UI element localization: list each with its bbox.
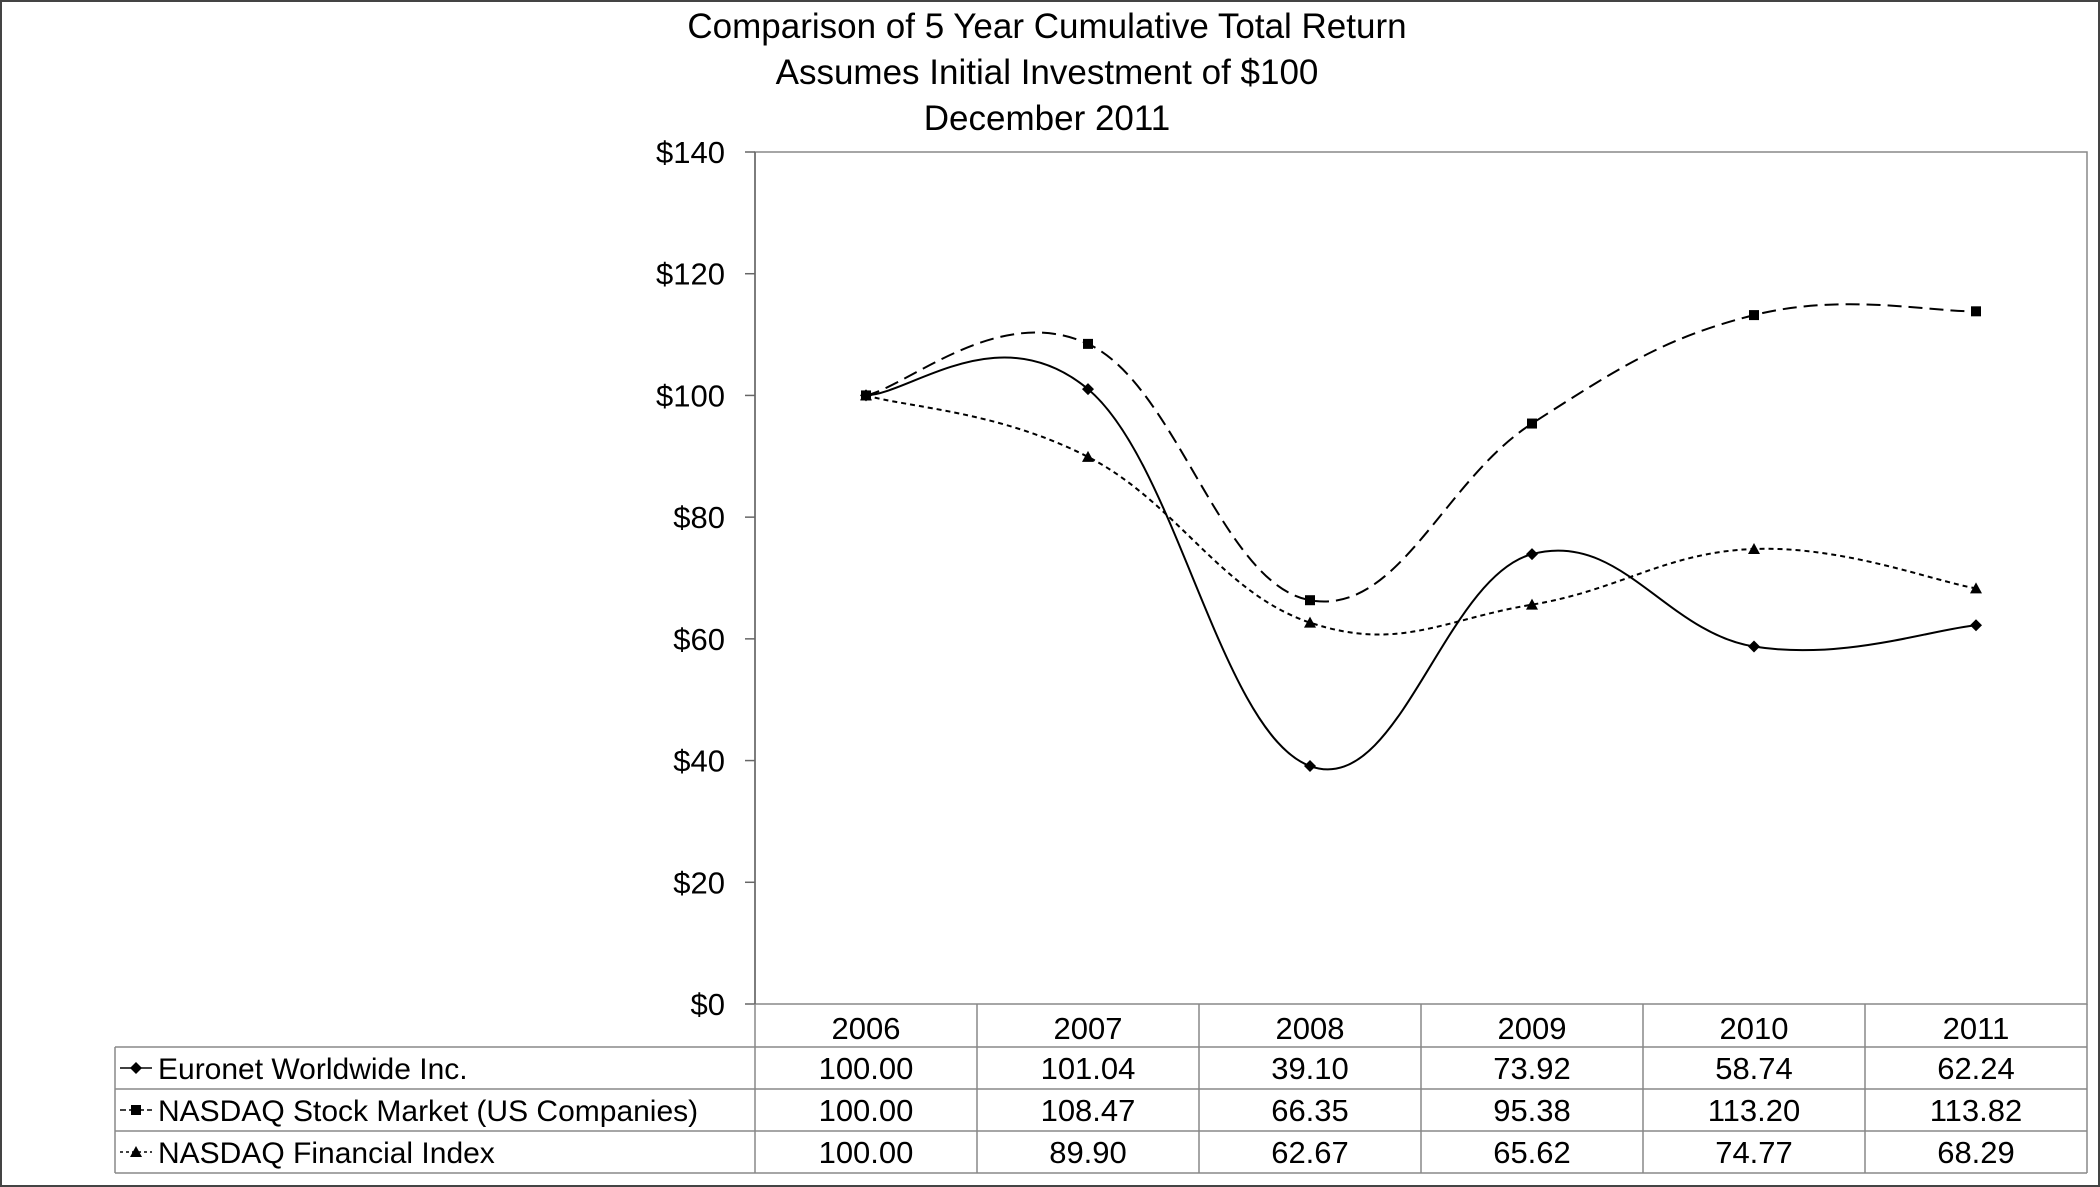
- data-label: 62.24: [1937, 1051, 2015, 1086]
- square-marker: [1971, 306, 1981, 317]
- data-label: 113.82: [1930, 1093, 2023, 1128]
- series-group: [860, 303, 1982, 773]
- x-category-label: 2008: [1276, 1011, 1345, 1046]
- triangle-marker: [1748, 542, 1760, 554]
- diamond-marker: [1304, 760, 1316, 773]
- chart-title-line: Assumes Initial Investment of $100: [776, 53, 1319, 92]
- legend-key: [120, 1062, 152, 1074]
- square-marker: [1083, 338, 1093, 349]
- data-label: 100.00: [819, 1051, 914, 1086]
- x-category-label: 2009: [1498, 1011, 1567, 1046]
- series-name: Euronet Worldwide Inc.: [158, 1053, 468, 1086]
- data-label: 100.00: [819, 1135, 914, 1170]
- x-category-label: 2010: [1720, 1011, 1789, 1046]
- triangle-marker: [860, 389, 872, 401]
- chart-title-line: December 2011: [924, 99, 1170, 138]
- legend-key: [120, 1146, 152, 1157]
- legend-key: [120, 1105, 152, 1115]
- triangle-marker: [1526, 598, 1538, 610]
- diamond-marker: [130, 1062, 142, 1074]
- data-label: 66.35: [1271, 1093, 1349, 1128]
- square-marker: [1527, 418, 1537, 429]
- chart-title-line: Comparison of 5 Year Cumulative Total Re…: [687, 7, 1406, 46]
- y-tick-label: $140: [656, 135, 725, 170]
- series-name: NASDAQ Financial Index: [158, 1137, 495, 1170]
- data-label: 95.38: [1493, 1093, 1571, 1128]
- y-tick-label: $20: [673, 865, 725, 900]
- data-label: 68.29: [1937, 1135, 2015, 1170]
- diamond-marker: [1082, 383, 1094, 396]
- data-label: 65.62: [1493, 1135, 1571, 1170]
- y-tick-label: $60: [673, 622, 725, 657]
- data-label: 101.04: [1041, 1051, 1136, 1086]
- series-name: NASDAQ Stock Market (US Companies): [158, 1095, 698, 1128]
- x-category-label: 2006: [832, 1011, 901, 1046]
- triangle-marker: [130, 1146, 142, 1157]
- data-label: 74.77: [1715, 1135, 1793, 1170]
- y-axis: $0 $20 $40 $60 $80 $100 $120 $140: [656, 135, 756, 1022]
- data-label: 89.90: [1049, 1135, 1127, 1170]
- x-category-label: 2011: [1943, 1011, 2010, 1046]
- diamond-marker: [1970, 619, 1982, 632]
- triangle-marker: [1082, 450, 1094, 462]
- data-label: 100.00: [819, 1093, 914, 1128]
- data-label: 73.92: [1493, 1051, 1571, 1086]
- chart-title: Comparison of 5 Year Cumulative Total Re…: [687, 7, 1406, 138]
- diamond-marker: [1526, 548, 1538, 561]
- series-line: [865, 394, 1977, 636]
- y-tick-label: $120: [656, 257, 725, 292]
- square-marker: [1305, 595, 1315, 606]
- triangle-marker: [1970, 582, 1982, 594]
- diamond-marker: [1748, 640, 1760, 653]
- y-tick-label: $80: [673, 500, 725, 535]
- data-label: 58.74: [1715, 1051, 1793, 1086]
- y-tick-label: $40: [673, 744, 725, 779]
- data-label: 108.47: [1041, 1093, 1136, 1128]
- series-3: [860, 389, 1982, 636]
- square-marker: [1749, 310, 1759, 321]
- triangle-marker: [1304, 616, 1316, 628]
- data-table: 2006 2007 2008 2009 2010 2011 Euronet Worldwid…: [114, 1004, 2088, 1174]
- y-tick-label: $0: [691, 987, 725, 1022]
- x-category-label: 2007: [1054, 1011, 1123, 1046]
- data-label: 39.10: [1271, 1051, 1349, 1086]
- series-line: [865, 303, 1977, 603]
- square-marker: [131, 1105, 141, 1115]
- data-label: 62.67: [1271, 1135, 1349, 1170]
- y-tick-label: $100: [656, 378, 725, 413]
- data-label: 113.20: [1708, 1093, 1801, 1128]
